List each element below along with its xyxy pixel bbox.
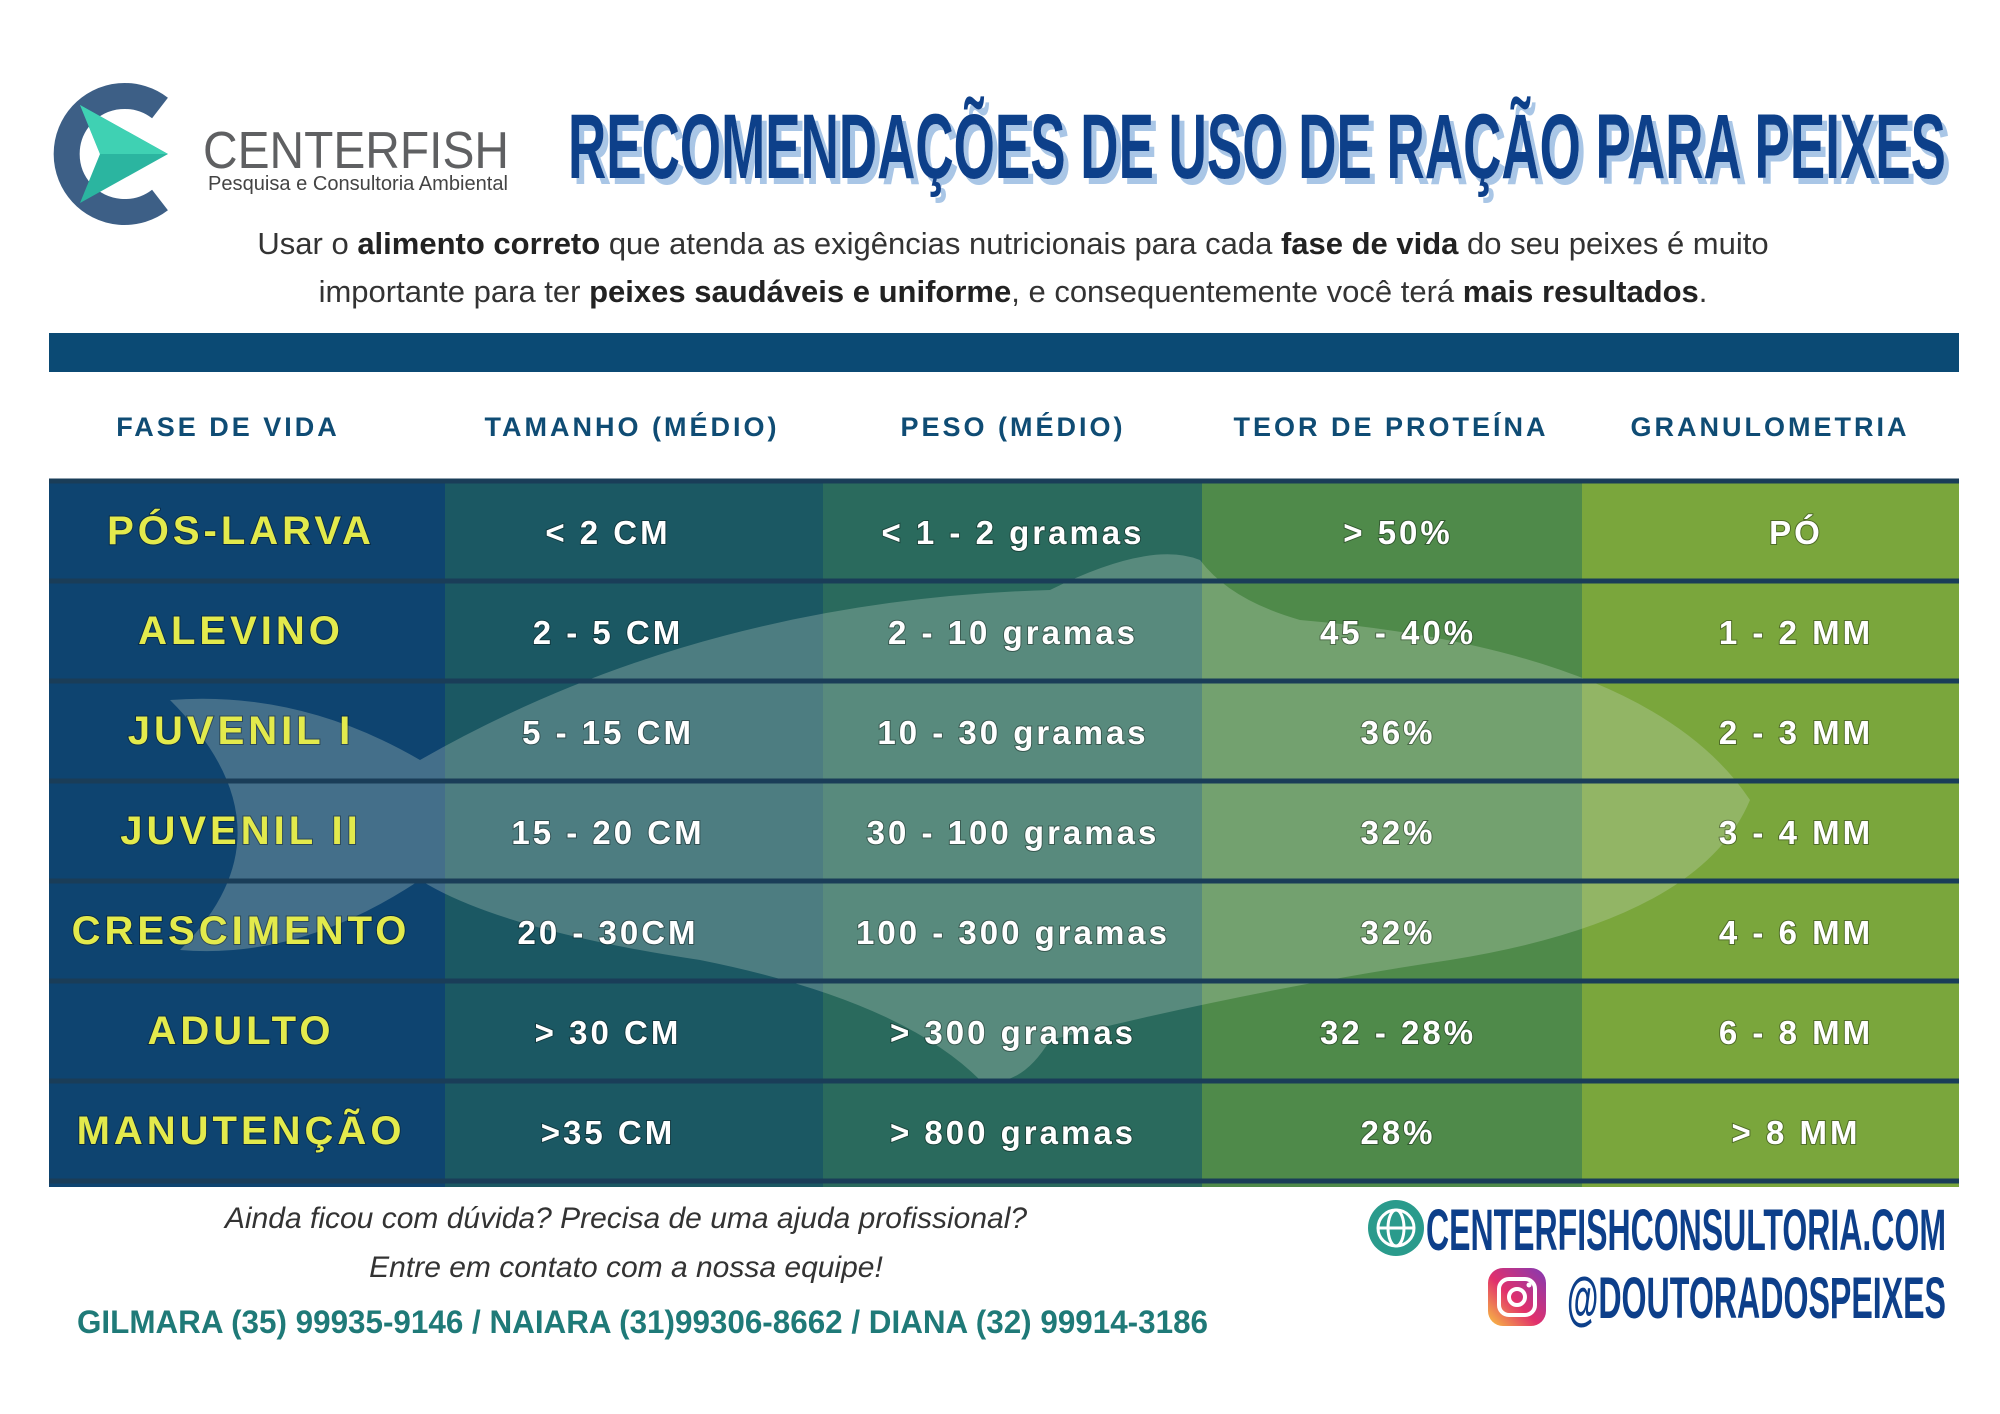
table-cell: 6 - 8 MM [1719, 1014, 1873, 1051]
intro-text: importante para ter [319, 274, 590, 309]
intro-bold: alimento correto [357, 226, 600, 261]
table-cell: 32% [1360, 814, 1435, 851]
table-cell: 45 - 40% [1320, 614, 1476, 651]
footer-question: Ainda ficou com dúvida? Precisa de uma a… [223, 1202, 1027, 1235]
intro-line: importante para ter peixes saudáveis e u… [319, 274, 1708, 309]
table-cell: 3 - 4 MM [1719, 814, 1873, 851]
header-band [49, 333, 1959, 372]
intro-line: Usar o alimento correto que atenda as ex… [257, 226, 1768, 261]
instagram[interactable]: @DOUTORADOSPEIXES [1567, 1266, 1946, 1331]
brand-tagline: Pesquisa e Consultoria Ambiental [208, 173, 508, 195]
table-cell: 32% [1360, 914, 1435, 951]
table: FASE DE VIDA TAMANHO (MÉDIO) PESO (MÉDIO) T… [49, 411, 1959, 1187]
column-bg [445, 481, 823, 1187]
table-cell: > 800 gramas [890, 1114, 1136, 1151]
brand-name: CENTERFISH [203, 122, 509, 180]
table-cell: 15 - 20 CM [511, 814, 704, 851]
column-header: TEOR DE PROTEÍNA [1233, 411, 1548, 442]
column-header: PESO (MÉDIO) [900, 411, 1125, 442]
phase-label: JUVENIL II [120, 809, 362, 853]
intro-text: , e consequentemente você terá [1011, 274, 1463, 309]
column-header: GRANULOMETRIA [1631, 412, 1910, 442]
logo-arrow-light [80, 105, 168, 154]
intro-text: do seu peixes é muito [1458, 226, 1768, 261]
table-cell: < 1 - 2 gramas [881, 514, 1144, 551]
column-header: TAMANHO (MÉDIO) [485, 411, 780, 442]
table-cell: PÓ [1769, 514, 1823, 551]
website[interactable]: CENTERFISHCONSULTORIA.COM [1426, 1198, 1946, 1263]
table-cell: > 30 CM [535, 1014, 682, 1051]
table-cell: 2 - 5 CM [533, 614, 684, 651]
phase-label: MANUTENÇÃO [77, 1107, 406, 1153]
column-bg [49, 481, 445, 1187]
column-bg [823, 481, 1202, 1187]
phase-label: CRESCIMENTO [72, 909, 411, 953]
phase-label: PÓS-LARVA [107, 507, 375, 553]
table-cell: 10 - 30 gramas [877, 714, 1148, 751]
intro-bold: mais resultados [1463, 274, 1699, 309]
table-cell: 1 - 2 MM [1719, 614, 1873, 651]
column-header: FASE DE VIDA [116, 412, 340, 442]
table-cell: 28% [1360, 1114, 1435, 1151]
phase-label: ALEVINO [138, 609, 344, 653]
footer-question: Entre em contato com a nossa equipe! [369, 1251, 883, 1284]
table-cell: 4 - 6 MM [1719, 914, 1873, 951]
table-cell: 36% [1360, 714, 1435, 751]
table-cell: 20 - 30CM [517, 914, 698, 951]
column-bg [1202, 481, 1582, 1187]
table-cell: > 8 MM [1732, 1114, 1861, 1151]
contacts: GILMARA (35) 99935-9146 / NAIARA (31)993… [77, 1304, 1208, 1340]
page-title: RECOMENDAÇÕES DE USO DE RAÇÃO PARA PEIXE… [568, 95, 1946, 198]
table-cell: > 50% [1343, 514, 1453, 551]
table-cell: 30 - 100 gramas [867, 814, 1160, 851]
fish-watermark [170, 554, 1750, 1082]
table-cell: > 300 gramas [890, 1014, 1136, 1051]
globe-icon [1368, 1200, 1424, 1256]
table-cell: 2 - 3 MM [1719, 714, 1873, 751]
intro-bold: fase de vida [1281, 226, 1459, 261]
table-cell: 5 - 15 CM [522, 714, 694, 751]
table-cell: 2 - 10 gramas [888, 614, 1138, 651]
logo [53, 83, 168, 225]
table-cell: >35 CM [541, 1114, 675, 1151]
phase-label: ADULTO [148, 1009, 335, 1053]
intro-text: que atenda as exigências nutricionais pa… [600, 226, 1281, 261]
phase-label: JUVENIL I [128, 709, 354, 753]
table-cell: 100 - 300 gramas [856, 914, 1170, 951]
column-bg [1582, 481, 1959, 1187]
table-cell: < 2 CM [545, 514, 670, 551]
table-cell: 32 - 28% [1320, 1014, 1476, 1051]
instagram-icon [1488, 1268, 1546, 1326]
intro-text: . [1699, 274, 1708, 309]
logo-ring [53, 83, 168, 225]
intro-bold: peixes saudáveis e uniforme [589, 274, 1011, 309]
intro-text: Usar o [257, 226, 357, 261]
